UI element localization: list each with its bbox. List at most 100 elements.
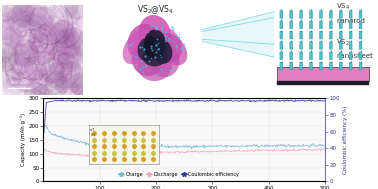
Circle shape xyxy=(72,0,90,20)
FancyBboxPatch shape xyxy=(359,11,362,18)
Circle shape xyxy=(54,38,60,44)
Circle shape xyxy=(46,24,57,36)
Ellipse shape xyxy=(152,27,182,62)
FancyBboxPatch shape xyxy=(339,62,342,70)
FancyBboxPatch shape xyxy=(310,62,313,70)
Circle shape xyxy=(51,59,65,75)
FancyBboxPatch shape xyxy=(349,52,352,60)
Circle shape xyxy=(20,21,25,27)
Circle shape xyxy=(51,51,57,58)
Polygon shape xyxy=(202,12,274,57)
FancyBboxPatch shape xyxy=(300,62,302,70)
Circle shape xyxy=(49,3,56,11)
Circle shape xyxy=(60,50,75,67)
Circle shape xyxy=(62,24,78,41)
Circle shape xyxy=(31,29,56,57)
Circle shape xyxy=(29,22,56,52)
Ellipse shape xyxy=(138,37,158,61)
Circle shape xyxy=(64,87,73,98)
Text: 800 nm: 800 nm xyxy=(11,81,26,85)
Ellipse shape xyxy=(123,29,153,64)
Circle shape xyxy=(37,27,46,37)
FancyBboxPatch shape xyxy=(319,11,322,18)
Circle shape xyxy=(57,44,84,72)
FancyBboxPatch shape xyxy=(300,42,302,49)
Circle shape xyxy=(0,16,28,48)
Circle shape xyxy=(57,41,82,69)
Circle shape xyxy=(11,57,38,87)
Circle shape xyxy=(30,20,42,33)
Circle shape xyxy=(37,22,46,32)
Circle shape xyxy=(64,1,78,15)
Circle shape xyxy=(50,44,59,54)
FancyBboxPatch shape xyxy=(310,31,313,39)
Circle shape xyxy=(31,6,53,31)
Circle shape xyxy=(65,0,88,20)
Circle shape xyxy=(69,28,89,50)
Circle shape xyxy=(0,65,23,90)
Circle shape xyxy=(11,12,20,22)
Circle shape xyxy=(26,1,54,32)
Circle shape xyxy=(9,33,20,45)
Circle shape xyxy=(67,67,96,99)
Circle shape xyxy=(20,60,47,89)
Circle shape xyxy=(62,47,88,77)
Circle shape xyxy=(54,77,70,94)
Ellipse shape xyxy=(127,24,158,60)
Text: VS$_2$@VS$_4$: VS$_2$@VS$_4$ xyxy=(137,4,173,16)
FancyBboxPatch shape xyxy=(290,11,293,18)
Circle shape xyxy=(56,76,74,96)
Circle shape xyxy=(63,27,84,50)
Circle shape xyxy=(8,49,32,76)
Circle shape xyxy=(73,84,87,99)
Circle shape xyxy=(2,26,23,50)
Circle shape xyxy=(20,63,35,80)
FancyBboxPatch shape xyxy=(329,42,332,49)
Circle shape xyxy=(4,40,26,64)
Circle shape xyxy=(59,70,69,82)
Circle shape xyxy=(54,29,70,47)
Circle shape xyxy=(33,83,50,102)
FancyBboxPatch shape xyxy=(339,52,342,60)
Circle shape xyxy=(15,35,30,51)
Circle shape xyxy=(11,2,35,28)
Circle shape xyxy=(33,14,46,29)
Circle shape xyxy=(28,33,38,44)
FancyBboxPatch shape xyxy=(300,52,302,60)
Circle shape xyxy=(44,71,68,97)
Circle shape xyxy=(0,57,21,88)
Circle shape xyxy=(53,42,70,61)
Circle shape xyxy=(17,10,33,28)
Text: nanosheet: nanosheet xyxy=(336,53,373,59)
Circle shape xyxy=(63,20,91,50)
FancyBboxPatch shape xyxy=(359,21,362,29)
Circle shape xyxy=(28,53,41,67)
Circle shape xyxy=(0,4,11,17)
Circle shape xyxy=(39,84,48,94)
Circle shape xyxy=(13,69,35,94)
FancyBboxPatch shape xyxy=(280,52,283,60)
Ellipse shape xyxy=(157,33,187,65)
Y-axis label: Capacity (mAh g⁻¹): Capacity (mAh g⁻¹) xyxy=(20,113,26,167)
Circle shape xyxy=(38,68,51,82)
Ellipse shape xyxy=(132,42,164,76)
Circle shape xyxy=(60,56,84,81)
Ellipse shape xyxy=(143,47,167,66)
Ellipse shape xyxy=(139,15,171,54)
Circle shape xyxy=(28,66,44,84)
Circle shape xyxy=(53,62,65,75)
Circle shape xyxy=(41,57,65,83)
Circle shape xyxy=(53,0,79,21)
Circle shape xyxy=(59,61,84,89)
FancyBboxPatch shape xyxy=(290,42,293,49)
FancyBboxPatch shape xyxy=(349,31,352,39)
Circle shape xyxy=(2,16,15,30)
Circle shape xyxy=(36,54,46,65)
Circle shape xyxy=(12,0,36,23)
FancyBboxPatch shape xyxy=(290,52,293,60)
Circle shape xyxy=(0,42,19,72)
Circle shape xyxy=(69,81,79,93)
FancyBboxPatch shape xyxy=(280,31,283,39)
Circle shape xyxy=(71,76,92,98)
Circle shape xyxy=(35,51,58,76)
